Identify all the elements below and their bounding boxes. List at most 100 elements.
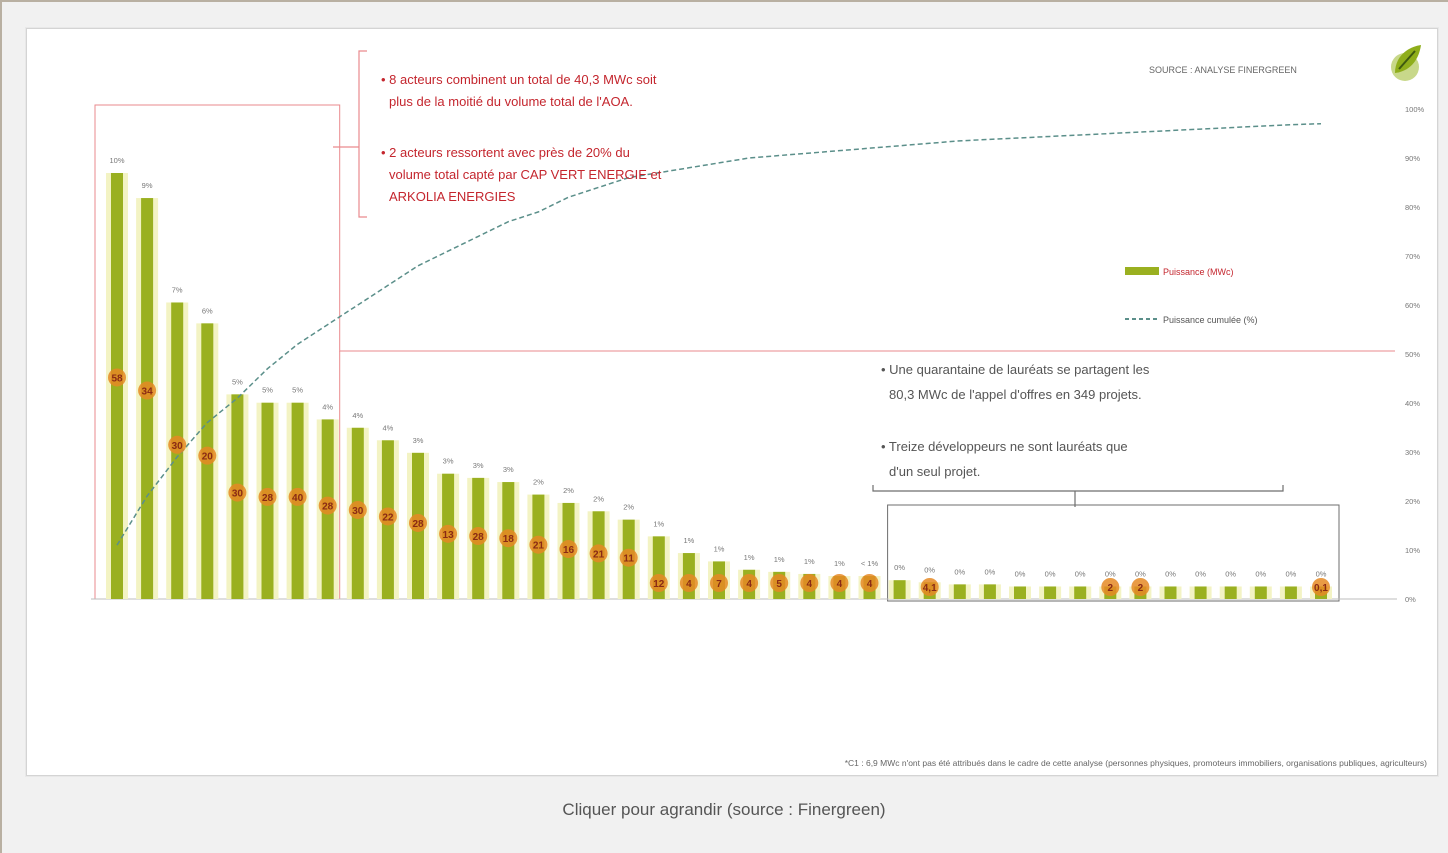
bar-percent-label: 0%: [1135, 569, 1146, 578]
bar: [1044, 586, 1057, 599]
y2-tick-label: 50%: [1405, 350, 1420, 359]
bar-count-label: 5: [776, 579, 782, 590]
annotation-right-line-2: 80,3 MWc de l'appel d'offres en 349 proj…: [889, 387, 1142, 402]
y2-tick-label: 80%: [1405, 203, 1420, 212]
bar-count-label: 16: [563, 545, 575, 556]
bar-count-label: 34: [142, 387, 154, 398]
cumulative-curve-group: [116, 122, 1322, 546]
bar-percent-label: 0%: [924, 565, 935, 574]
bar-percent-label: 0%: [1165, 569, 1176, 578]
bar: [1284, 586, 1297, 599]
top-actors-frame: [94, 104, 1395, 599]
bar-percent-label: 0%: [1285, 569, 1296, 578]
bar-count-label: 7: [716, 579, 722, 590]
annotation-right: • Une quarantaine de lauréats se partage…: [881, 362, 1150, 479]
bar-percent-label: 0%: [894, 563, 905, 572]
bar-count-label: 22: [382, 512, 394, 523]
bar-percent-label: 0%: [1225, 569, 1236, 578]
annotation-top-line-4: • 2 acteurs ressortent avec près de 20% …: [381, 145, 630, 160]
bar-count-badge: [1101, 578, 1120, 596]
bar: [1014, 586, 1026, 599]
annotation-right-line-5: d'un seul projet.: [889, 464, 980, 479]
bar-count-badge: [258, 487, 277, 506]
y2-tick-label: 60%: [1405, 301, 1420, 310]
bar-count-label: 21: [593, 549, 605, 560]
bar-count-badge: [198, 446, 217, 465]
annotation-top-line-5: volume total capté par CAP VERT ENERGIE …: [389, 167, 662, 182]
bar-percent-label: 1%: [834, 559, 845, 568]
bar-percent-label: 0%: [1045, 569, 1056, 578]
y2-tick-label: 0%: [1405, 595, 1416, 604]
bar: [1254, 586, 1267, 599]
bar: [893, 580, 906, 599]
y2-tick-label: 10%: [1405, 546, 1420, 555]
bar-percent-label: 5%: [232, 377, 243, 386]
bar-count-label: 0,1: [1314, 583, 1328, 594]
bar-count-label: 13: [443, 530, 455, 541]
legend-label-curve: Puissance cumulée (%): [1163, 315, 1258, 325]
bar-percent-label: 2%: [533, 478, 544, 487]
bar-count-label: 4: [867, 579, 873, 590]
bar-count-badge: [1312, 578, 1330, 596]
y2-tick-label: 70%: [1405, 252, 1420, 261]
annotation-right-line-4: • Treize développeurs ne sont lauréats q…: [881, 439, 1128, 454]
bar-count-badge: [559, 540, 578, 559]
bar-count-label: 4,1: [923, 583, 937, 594]
bar-count-badge: [860, 574, 879, 592]
bar-percent-label: 1%: [774, 555, 785, 564]
y2-tick-label: 100%: [1405, 105, 1425, 114]
cumulative-curve: [116, 122, 1322, 546]
bar-percent-label: < 1%: [861, 559, 879, 568]
chart-figure[interactable]: 10% 58 9% 34 7% 30 6% 20 5% 30 5% 28 5% 40 4% 28 4% 30 4% 2…: [26, 28, 1438, 776]
image-caption: Cliquer pour agrandir (source : Finergre…: [562, 800, 886, 819]
bar-percent-label: 0%: [954, 567, 965, 576]
bar-percent-label: 1%: [714, 544, 725, 553]
bar-percent-label: 4%: [382, 423, 393, 432]
bar-count-label: 20: [202, 452, 214, 463]
bar-count-badge: [469, 527, 488, 546]
bar-count-label: 28: [322, 502, 334, 513]
annotation-top-line-2: plus de la moitié du volume total de l'A…: [389, 94, 633, 109]
bar-count-badge: [830, 574, 849, 592]
bar-count-label: 11: [623, 554, 634, 565]
bar-count-label: 30: [172, 441, 184, 452]
bar-percent-label: 1%: [683, 536, 694, 545]
bar-count-badge: [589, 544, 608, 563]
bar: [1074, 586, 1087, 599]
bar-percent-label: 3%: [473, 461, 484, 470]
annotation-top-bracket: [333, 50, 367, 218]
bar-count-label: 4: [837, 579, 843, 590]
y2-tick-label: 30%: [1405, 448, 1420, 457]
y2-tick-label: 90%: [1405, 154, 1420, 163]
right-axis: 0% 10% 20% 30% 40% 50% 60% 70% 80% 90% 100%: [1405, 105, 1425, 604]
bar-count-badge: [1131, 578, 1150, 596]
bar-percent-label: 2%: [623, 503, 634, 512]
bar-count-badge: [679, 574, 698, 592]
bar-count-badge: [499, 529, 518, 548]
bar-count-label: 58: [111, 373, 123, 384]
single-project-frame: [887, 504, 1340, 602]
bar-count-label: 2: [1108, 583, 1114, 594]
bar-count-label: 21: [533, 541, 545, 552]
bar-count-badge: [740, 574, 759, 592]
footnote: *C1 : 6,9 MWc n'ont pas été attribués da…: [845, 758, 1427, 768]
bar-count-badge: [619, 548, 638, 567]
bar-percent-label: 0%: [1255, 569, 1266, 578]
bar-percent-label: 0%: [1316, 569, 1327, 578]
bar-count-badge: [138, 381, 157, 400]
bar-count-badge: [800, 574, 819, 592]
bar-count-badge: [288, 487, 307, 506]
bar-count-badge: [318, 496, 337, 515]
leaf-logo-icon: [1391, 45, 1421, 81]
bar-percent-label: 3%: [443, 457, 454, 466]
bar-count-badge: [348, 500, 367, 519]
y2-tick-label: 20%: [1405, 497, 1420, 506]
bar-count-label: 40: [292, 493, 304, 504]
annotation-right-bracket: [872, 485, 1284, 507]
bar: [953, 584, 966, 599]
legend-bar-swatch: [1125, 267, 1159, 275]
bar-percent-label: 0%: [1015, 569, 1026, 578]
bar-count-badge: [529, 535, 548, 554]
bar-percent-label: 4%: [352, 411, 363, 420]
